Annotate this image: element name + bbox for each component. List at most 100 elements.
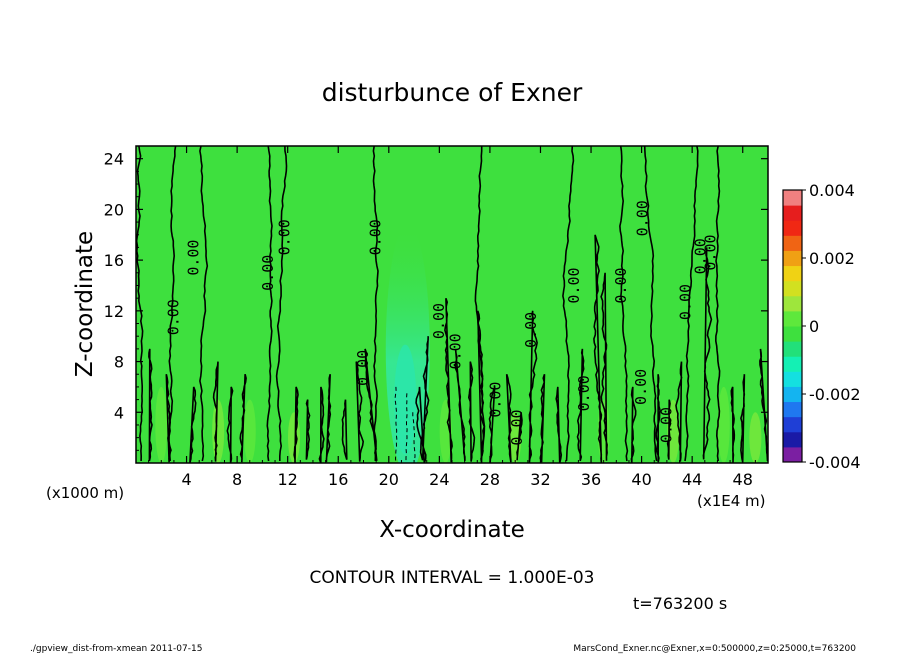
contour-line bbox=[419, 336, 430, 461]
x-tick-label: 8 bbox=[232, 470, 242, 489]
negative-contour-line bbox=[412, 412, 416, 461]
x-tick-label: 44 bbox=[682, 470, 702, 489]
contour-line bbox=[684, 146, 699, 462]
warm-streak bbox=[243, 399, 256, 463]
negative-contour-line bbox=[405, 393, 408, 462]
y-axis-label: Z-coordinate bbox=[72, 231, 98, 377]
contour-line bbox=[516, 412, 523, 461]
colorbar-segment bbox=[783, 326, 802, 342]
x-tick-label: 20 bbox=[379, 470, 399, 489]
contour-label: 0.00 bbox=[676, 284, 694, 320]
x-tick-label: 4 bbox=[181, 470, 191, 489]
contour-line bbox=[655, 374, 661, 463]
contour-label: 0.00 bbox=[446, 333, 464, 369]
contour-line bbox=[148, 348, 153, 462]
contour-line bbox=[539, 373, 546, 463]
contour-label: 0.00 bbox=[575, 375, 593, 411]
y-tick-label: 16 bbox=[104, 251, 124, 270]
contour-line bbox=[505, 373, 512, 463]
contour-label: 0.00 bbox=[430, 303, 448, 339]
contour-label: 0.00 bbox=[657, 407, 675, 443]
x-axis: 4 8 12 16 20 24 28 32 36 40 44 48 bbox=[148, 146, 756, 489]
contour-line bbox=[593, 234, 603, 463]
contour-line bbox=[714, 146, 721, 462]
y-axis-unit: (x1000 m) bbox=[46, 484, 124, 502]
contour-label: 0.00 bbox=[612, 267, 630, 303]
x-tick-label: 36 bbox=[581, 470, 601, 489]
colorbar-segment bbox=[783, 235, 802, 251]
contour-label: 0.00 bbox=[276, 219, 294, 255]
colorbar-segment bbox=[783, 310, 802, 327]
colorbar-segment bbox=[783, 446, 802, 463]
warm-streak bbox=[155, 386, 168, 463]
warm-streak bbox=[212, 399, 225, 463]
x-tick-label: 24 bbox=[429, 470, 449, 489]
contour-line bbox=[444, 297, 453, 463]
colorbar-segment bbox=[783, 295, 802, 312]
contour-line bbox=[415, 386, 427, 463]
contour-label: 0.00 bbox=[508, 409, 526, 445]
contour-lines bbox=[136, 146, 768, 463]
colorbar-segment bbox=[783, 341, 802, 357]
colorbar-label: -0.002 bbox=[809, 385, 861, 404]
contour-line bbox=[325, 374, 332, 463]
contour-label: 0.00 bbox=[164, 299, 182, 335]
colorbar-label: 0.004 bbox=[809, 181, 855, 200]
contour-line bbox=[600, 272, 608, 461]
y-tick-label: 20 bbox=[104, 200, 124, 219]
contour-label: 0.00 bbox=[367, 219, 385, 255]
contour-line bbox=[619, 146, 629, 462]
field-background bbox=[136, 146, 768, 463]
contour-label: 0.00 bbox=[702, 234, 720, 270]
y-tick-label: 8 bbox=[114, 353, 124, 372]
cool-anomaly-core bbox=[394, 344, 417, 455]
colorbar-segment bbox=[783, 250, 802, 267]
contour-line bbox=[643, 146, 658, 462]
colorbar-segment bbox=[783, 190, 802, 206]
contour-line bbox=[168, 146, 177, 462]
colorbar-segment bbox=[783, 401, 802, 418]
colorbar-segment bbox=[783, 220, 802, 236]
colorbar-segment bbox=[783, 431, 802, 448]
contour-label: 0.00 bbox=[259, 255, 277, 291]
y-axis: 4 8 12 16 20 24 bbox=[104, 150, 768, 451]
x-axis-label: X-coordinate bbox=[379, 517, 525, 543]
x-axis-unit: (x1E4 m) bbox=[697, 492, 766, 510]
contour-label: 0.00 bbox=[692, 238, 710, 274]
colorbar-segment bbox=[783, 265, 802, 282]
contour-label: 0.00 bbox=[487, 382, 505, 418]
contour-line bbox=[318, 386, 325, 463]
plot-area bbox=[136, 146, 768, 463]
colorbar-label: 0.002 bbox=[809, 249, 855, 268]
x-tick-label: 48 bbox=[733, 470, 753, 489]
contour-line bbox=[675, 361, 683, 462]
warm-streak bbox=[749, 412, 762, 463]
contour-line bbox=[189, 386, 197, 463]
colorbar: 0.004 0.002 0 -0.002 -0.004 bbox=[782, 181, 861, 472]
negative-contour-line bbox=[394, 386, 398, 463]
footer-left: ./gpview_dist-from-xmean 2011-07-15 bbox=[30, 644, 202, 654]
contour-line bbox=[364, 348, 378, 462]
contour-line bbox=[454, 348, 466, 461]
contour-line bbox=[630, 386, 637, 463]
contour-labels: 0.000.00 0.000.00 0.000.000.000.000.000.00… bbox=[164, 200, 719, 445]
contour-label: 0.00 bbox=[522, 312, 540, 348]
contour-label: 0.00 bbox=[632, 369, 650, 405]
contour-line bbox=[226, 386, 234, 463]
x-tick-label: 28 bbox=[480, 470, 500, 489]
contour-line bbox=[555, 386, 563, 463]
contour-line bbox=[239, 374, 247, 463]
colorbar-label: 0 bbox=[809, 317, 819, 336]
contour-line bbox=[740, 374, 746, 463]
contour-line bbox=[212, 361, 219, 462]
contour-line bbox=[305, 399, 311, 460]
y-tick-label: 12 bbox=[104, 302, 124, 321]
chart-title: disturbunce of Exner bbox=[322, 78, 583, 107]
colorbar-label: -0.004 bbox=[809, 453, 861, 472]
contour-line bbox=[730, 386, 736, 463]
colorbar-segment bbox=[783, 371, 802, 387]
contour-line bbox=[372, 146, 379, 462]
contour-line bbox=[576, 348, 585, 462]
x-tick-label: 12 bbox=[278, 470, 298, 489]
